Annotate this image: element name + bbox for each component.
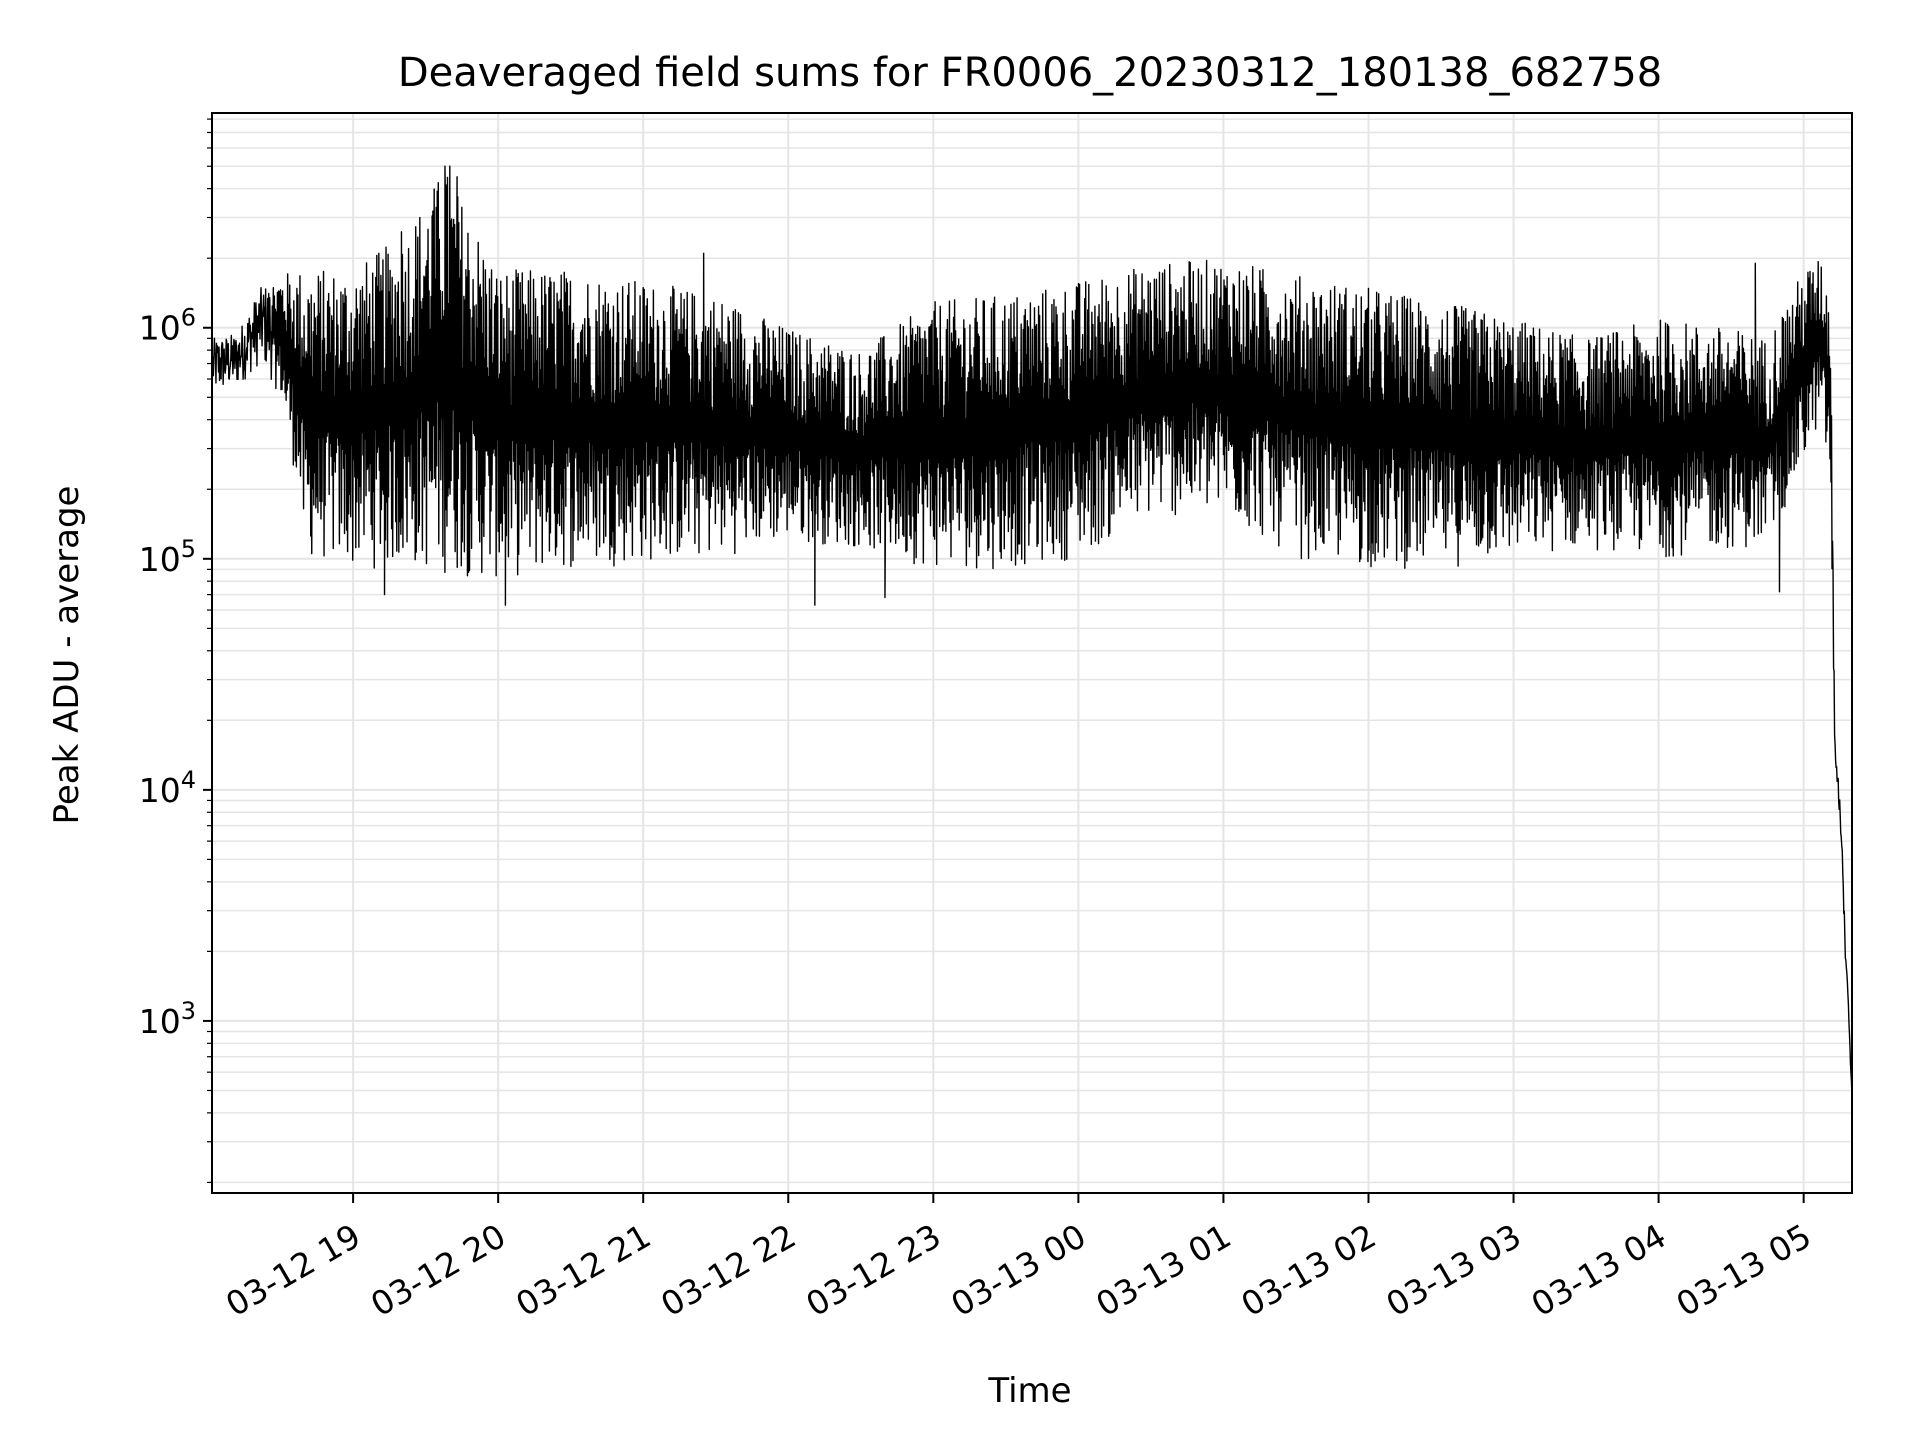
grid-layer — [212, 113, 1852, 1193]
y-axis-label: Peak ADU - average — [47, 486, 87, 825]
y-tick-label: 104 — [139, 766, 196, 810]
x-axis-label: Time — [987, 1371, 1071, 1411]
y-tick-label: 103 — [139, 997, 196, 1041]
y-tick-label: 105 — [139, 535, 196, 579]
series-line — [212, 165, 1853, 1099]
y-tick-label: 106 — [139, 304, 196, 348]
series-layer — [212, 165, 1853, 1099]
chart-title: Deaveraged field sums for FR0006_2023031… — [398, 50, 1662, 96]
plot-frame — [211, 112, 1853, 1194]
